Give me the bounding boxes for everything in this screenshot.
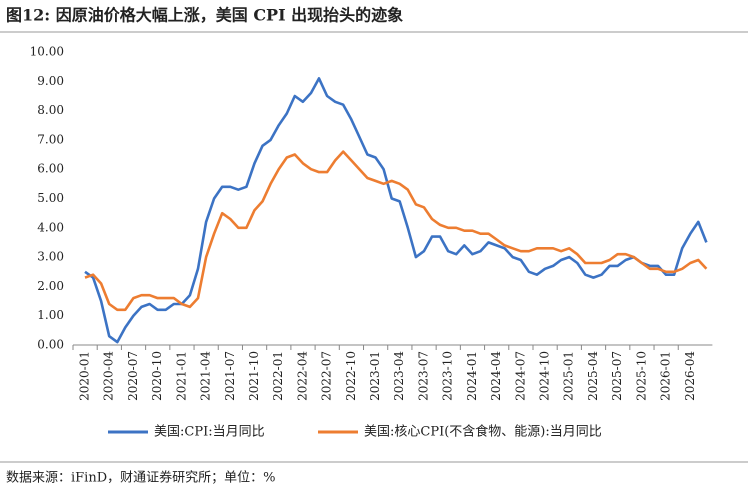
x-tick-label: 2020-10 bbox=[150, 351, 164, 401]
y-tick-label: 7.00 bbox=[37, 132, 64, 146]
y-tick-label: 8.00 bbox=[37, 103, 64, 117]
x-tick-label: 2022-10 bbox=[344, 351, 358, 401]
y-tick-label: 3.00 bbox=[37, 250, 64, 264]
y-tick-label: 0.00 bbox=[37, 338, 64, 352]
x-tick-label: 2025-01 bbox=[562, 351, 576, 401]
x-tick-label: 2020-04 bbox=[102, 351, 116, 401]
y-tick-label: 10.00 bbox=[30, 45, 64, 59]
series-line bbox=[84, 77, 708, 344]
x-tick-label: 2023-04 bbox=[392, 351, 406, 401]
x-tick-label: 2020-01 bbox=[78, 351, 92, 401]
x-tick-label: 2024-04 bbox=[489, 351, 503, 401]
x-tick-label: 2021-01 bbox=[174, 351, 188, 401]
x-tick-label: 2023-07 bbox=[416, 351, 430, 401]
x-tick-label: 2023-10 bbox=[441, 351, 455, 401]
y-tick-label: 2.00 bbox=[37, 279, 64, 293]
x-tick-label: 2025-10 bbox=[634, 351, 648, 401]
x-tick-label: 2025-04 bbox=[586, 351, 600, 401]
x-tick-label: 2021-10 bbox=[247, 351, 261, 401]
x-tick-label: 2020-07 bbox=[126, 351, 140, 401]
x-tick-label: 2024-01 bbox=[465, 351, 479, 401]
series-line bbox=[84, 150, 708, 312]
x-tick-label: 2022-07 bbox=[320, 351, 334, 401]
y-tick-label: 1.00 bbox=[37, 308, 64, 322]
x-tick-label: 2024-07 bbox=[513, 351, 527, 401]
source-note: 数据来源：iFinD，财通证券研究所；单位：% bbox=[6, 470, 275, 486]
x-tick-label: 2026-04 bbox=[683, 351, 697, 401]
y-tick-label: 9.00 bbox=[37, 74, 64, 88]
x-tick-label: 2025-07 bbox=[610, 351, 624, 401]
x-tick-label: 2023-01 bbox=[368, 351, 382, 401]
chart-title: 图12: 因原油价格大幅上涨，美国 CPI 出现抬头的迹象 bbox=[6, 6, 403, 25]
x-tick-label: 2021-07 bbox=[223, 351, 237, 401]
y-tick-label: 5.00 bbox=[37, 191, 64, 205]
y-tick-label: 6.00 bbox=[37, 162, 64, 176]
x-tick-label: 2024-10 bbox=[537, 351, 551, 401]
legend-label: 美国:CPI:当月同比 bbox=[154, 425, 265, 440]
legend-label: 美国:核心CPI(不含食物、能源):当月同比 bbox=[364, 424, 602, 440]
x-tick-label: 2022-01 bbox=[271, 351, 285, 401]
x-tick-label: 2021-04 bbox=[199, 351, 213, 401]
x-tick-label: 2026-01 bbox=[659, 351, 673, 401]
y-tick-label: 4.00 bbox=[37, 220, 64, 234]
x-tick-label: 2022-04 bbox=[295, 351, 309, 401]
